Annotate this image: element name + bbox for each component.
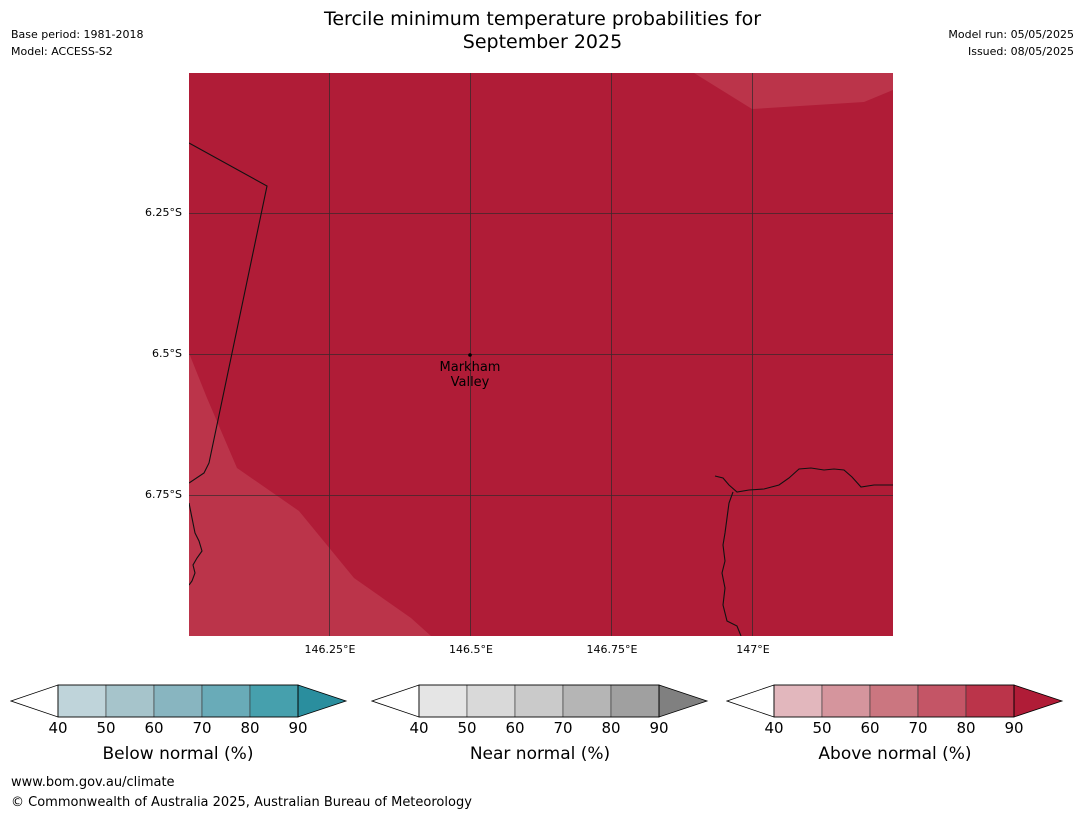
prob-region-top-right [694,73,893,109]
colorbar-under-extend [726,684,775,718]
colorbar-tick-label: 70 [192,719,212,737]
border-line-west [189,142,268,484]
colorbar-tick-label: 80 [601,719,621,737]
colorbar-tick-label: 40 [409,719,429,737]
colorbar-border [773,684,1015,718]
colorbar-segment [105,684,155,718]
meta-left: Base period: 1981-2018 Model: ACCESS-S2 [11,26,143,60]
colorbar-border [418,684,660,718]
colorbar-tick-label: 90 [649,719,669,737]
colorbar-tick-label: 70 [908,719,928,737]
colorbar-segment [869,684,919,718]
colorbar-segment [821,684,871,718]
meta-right: Model run: 05/05/2025 Issued: 08/05/2025 [948,26,1074,60]
lon-tick-4: 147°E [736,643,770,656]
colorbar-title-near: Near normal (%) [469,744,611,764]
colorbar-title-above: Above normal (%) [818,744,972,764]
colorbar-segment [965,684,1015,718]
colorbar-tick-label: 60 [505,719,525,737]
lat-tick-3: 6.75°S [145,488,182,501]
base-period: Base period: 1981-2018 [11,28,144,41]
colorbar-segment [514,684,564,718]
place-marker [468,353,472,357]
colorbar-below-normal [10,684,348,718]
forecast-map [189,73,893,636]
colorbar-title-below: Below normal (%) [102,744,254,764]
colorbar-tick-label: 60 [860,719,880,737]
colorbar-segment [249,684,299,718]
lon-tick-3: 146.75°E [586,643,638,656]
issued-date: Issued: 08/05/2025 [967,45,1074,58]
lat-tick-1: 6.25°S [145,206,182,219]
colorbar-tick-label: 90 [1004,719,1024,737]
title-line-1: Tercile minimum temperature probabilitie… [323,8,762,30]
lon-tick-1: 146.25°E [304,643,356,656]
colorbar-segment [562,684,612,718]
coastline-southwest [189,502,203,586]
place-label: Markham Valley [410,360,530,390]
model-run: Model run: 05/05/2025 [948,28,1074,41]
coastline-gulf [721,491,742,636]
colorbar-tick-label: 40 [764,719,784,737]
colorbar-over-extend [297,684,348,718]
colorbar-segment [773,684,823,718]
lat-tick-2: 6.5°S [152,347,182,360]
footer-copyright: © Commonwealth of Australia 2025, Austra… [11,795,472,810]
colorbar-segment [201,684,251,718]
colorbar-segment [57,684,107,718]
boundaries [189,142,893,636]
colorbar-tick-label: 70 [553,719,573,737]
prob-region-bottom-left [189,353,431,636]
model-name: Model: ACCESS-S2 [11,45,113,58]
colorbar-segment [418,684,468,718]
colorbar-under-extend [10,684,59,718]
colorbar-tick-label: 60 [144,719,164,737]
colorbar-border [57,684,299,718]
colorbar-above-normal [726,684,1064,718]
colorbar-segment [153,684,203,718]
colorbar-tick-label: 80 [240,719,260,737]
colorbar-segment [466,684,516,718]
colorbar-segment [917,684,967,718]
colorbar-tick-label: 40 [48,719,68,737]
colorbar-over-extend [1013,684,1064,718]
colorbar-over-extend [658,684,709,718]
graticule [189,73,893,636]
colorbar-tick-label: 90 [288,719,308,737]
coastline-east [714,467,893,493]
colorbar-near-normal [371,684,709,718]
colorbar-tick-label: 50 [457,719,477,737]
colorbar-tick-label: 80 [956,719,976,737]
place-label-line-2: Valley [450,375,490,390]
colorbar-under-extend [371,684,420,718]
title-line-2: September 2025 [462,31,623,53]
place-label-line-1: Markham [439,360,501,375]
lon-tick-2: 146.5°E [449,643,493,656]
colorbar-tick-label: 50 [812,719,832,737]
footer-url: www.bom.gov.au/climate [11,775,175,790]
colorbar-segment [610,684,660,718]
colorbar-tick-label: 50 [96,719,116,737]
map-title: Tercile minimum temperature probabilitie… [0,8,1085,54]
